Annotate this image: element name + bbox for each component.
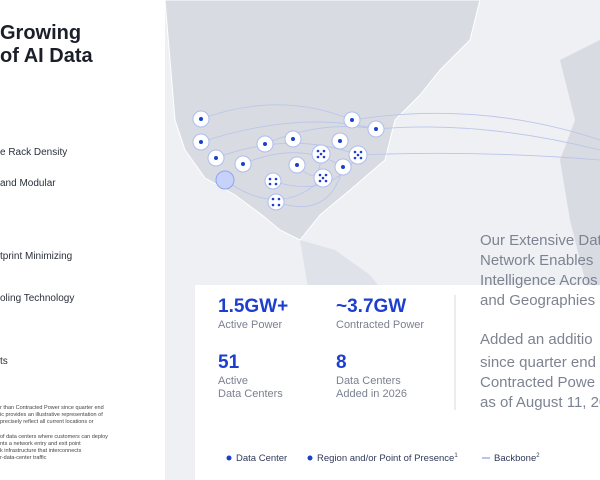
stats-panel <box>195 285 600 480</box>
footnote: r-data-center traffic <box>0 455 47 461</box>
summary-text: Network Enables <box>480 252 594 269</box>
stat-value: 1.5GW+ <box>218 296 289 317</box>
footnote: ic provides an illustrative representati… <box>0 412 103 418</box>
feature: tprint Minimizing <box>0 251 73 262</box>
summary-text: Intelligence Acros <box>480 272 598 289</box>
legend-item: Backbone2 <box>494 453 540 464</box>
stat-value: 8 <box>336 352 347 373</box>
node-dots <box>199 117 378 207</box>
legend-note: 2 <box>536 453 540 459</box>
stat-value: 51 <box>218 352 240 373</box>
stat-value: ~3.7GW <box>336 296 407 317</box>
summary-text: Our Extensive Dat <box>480 232 600 249</box>
footnote: r than Contracted Power since quarter en… <box>0 405 104 411</box>
legend-note: 1 <box>454 453 458 459</box>
legend-dot <box>307 455 313 461</box>
europe-africa <box>560 40 600 300</box>
footnote: of data centers where customers can depl… <box>0 434 108 440</box>
legend-label: Backbone <box>494 453 537 465</box>
summary-text: Added an additio <box>480 331 593 348</box>
stat-label: Active <box>218 375 248 387</box>
stat-label: Data Centers <box>218 388 283 400</box>
feature: and Modular <box>0 178 56 189</box>
legend-dot <box>226 455 232 461</box>
summary-text: since quarter end <box>480 354 596 371</box>
legend-label: Region and/or Point of Presence <box>317 453 455 465</box>
legend-item: Region and/or Point of Presence1 <box>317 453 458 464</box>
feature: ts <box>0 356 8 367</box>
stat-label: Added in 2026 <box>336 388 407 400</box>
legend-label: Data Center <box>236 453 288 464</box>
footnote: precisely reflect all current locations … <box>0 419 94 425</box>
title: of AI Data <box>0 45 93 67</box>
north-america <box>164 0 481 241</box>
summary-text: as of August 11, 20 <box>480 394 600 411</box>
title: Growing <box>0 22 82 44</box>
stat-label: Data Centers <box>336 375 401 387</box>
feature: e Rack Density <box>0 147 68 158</box>
stat-label: Active Power <box>218 319 283 331</box>
footnote: k infrastructure that interconnects <box>0 448 82 454</box>
feature: oling Technology <box>0 293 75 304</box>
summary-text: Contracted Powe <box>480 374 596 391</box>
stat-label: Contracted Power <box>336 319 425 331</box>
footnote: nts a network entry and exit point <box>0 441 81 447</box>
summary-text: and Geographies <box>480 292 596 309</box>
